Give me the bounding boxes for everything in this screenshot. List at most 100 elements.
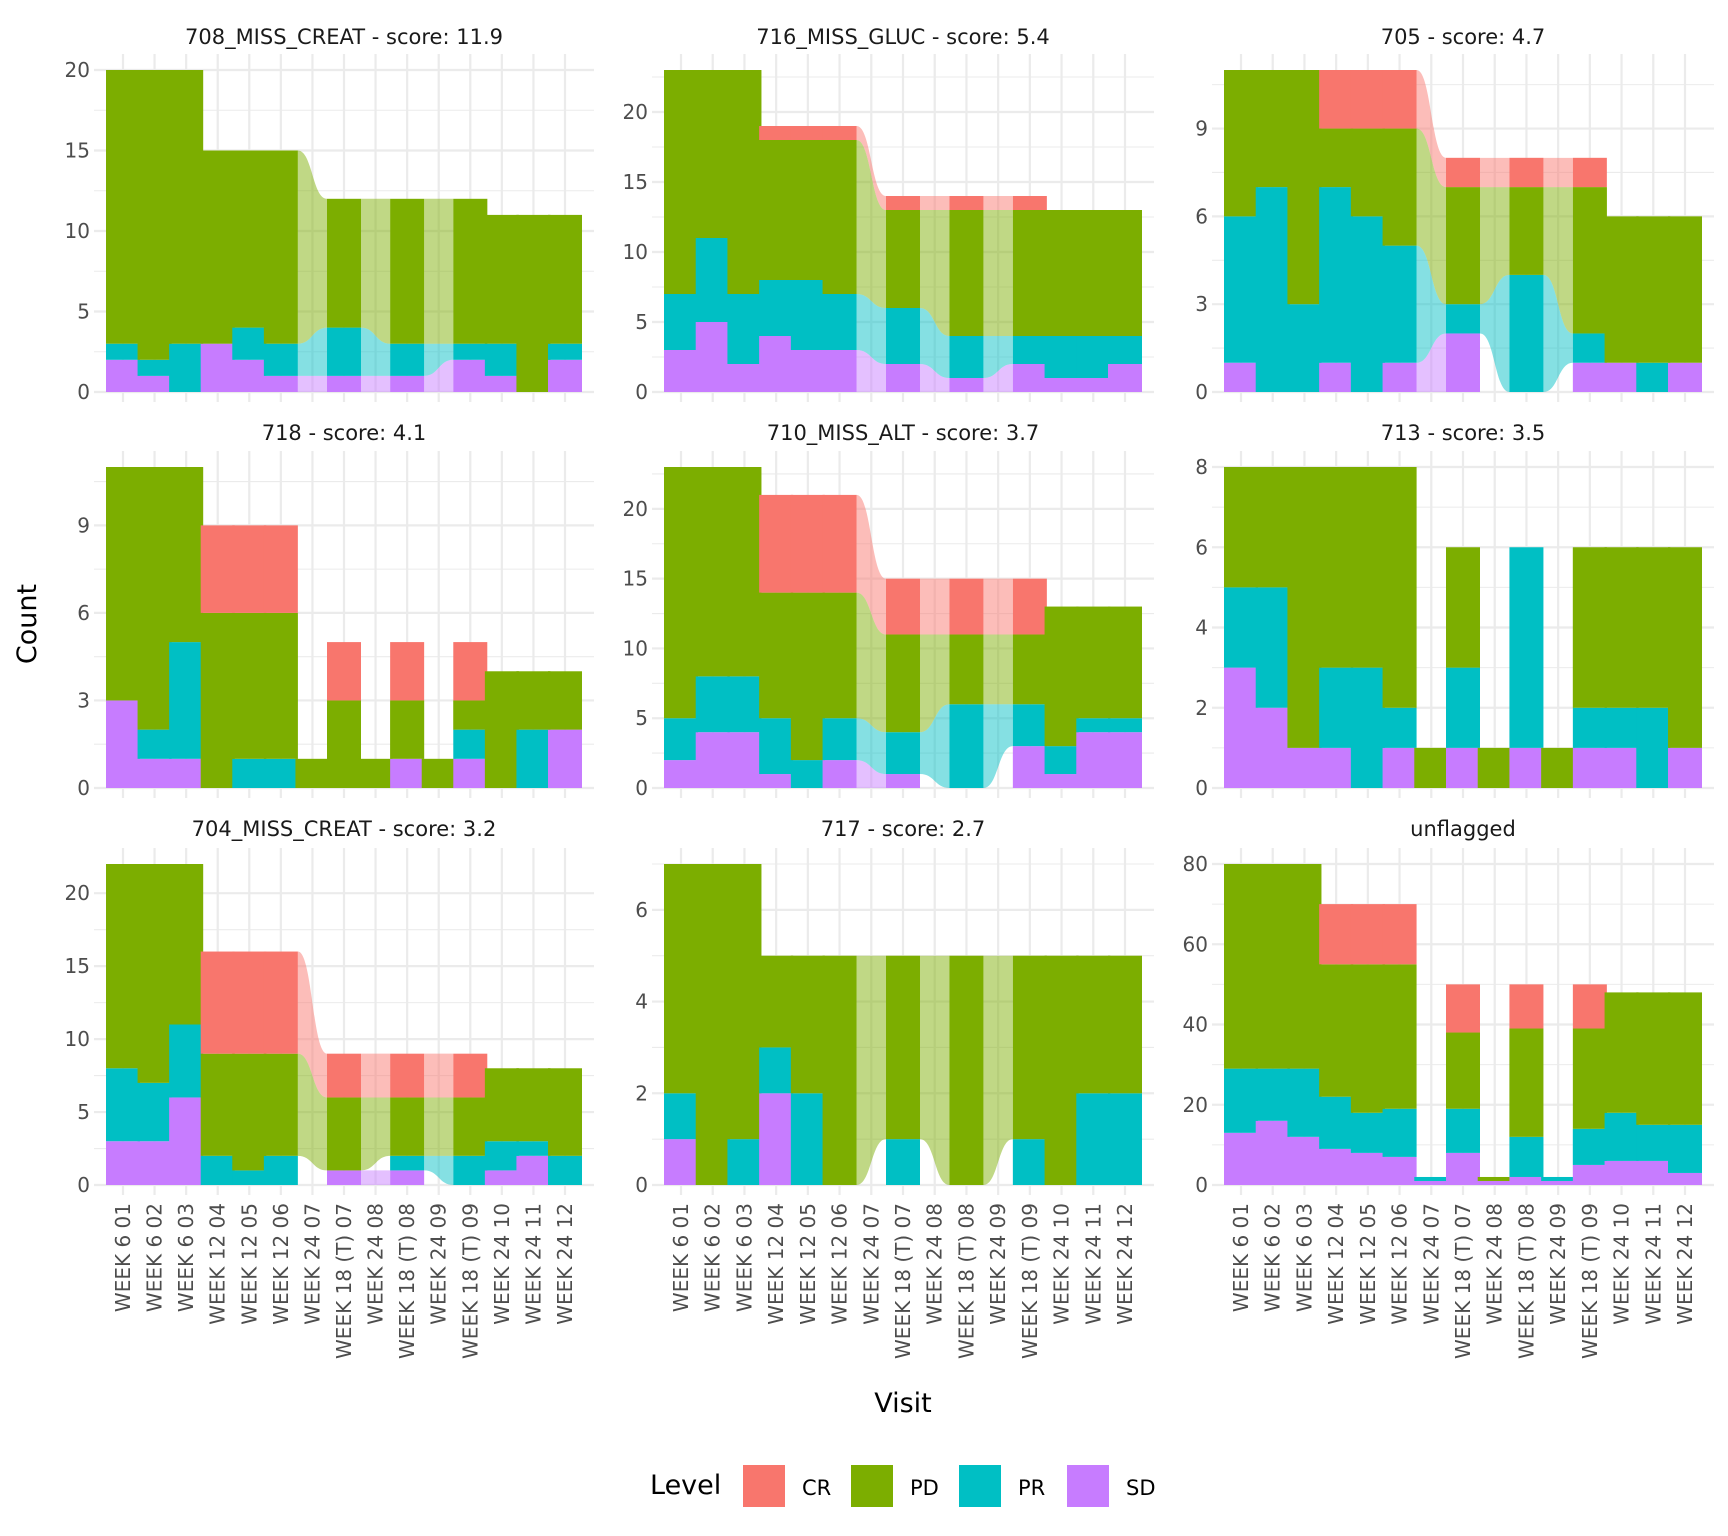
bar-segment-sd bbox=[1319, 362, 1354, 392]
bar-segment-pd bbox=[200, 150, 235, 344]
bar-segment-pd bbox=[1350, 964, 1385, 1113]
y-tick-label: 0 bbox=[635, 1173, 648, 1197]
bar-segment-pd bbox=[1446, 1032, 1480, 1109]
flow-cr bbox=[1416, 70, 1446, 188]
bar-segment-pr bbox=[516, 1141, 551, 1156]
bar-segment-pd bbox=[664, 864, 698, 1094]
y-tick-label: 2 bbox=[635, 1081, 648, 1105]
bar-segment-sd bbox=[759, 336, 794, 392]
flow-sd bbox=[1416, 333, 1446, 392]
bar-segment-sd bbox=[1446, 1152, 1480, 1185]
legend-label: CR bbox=[802, 1476, 831, 1500]
bar-segment-pd bbox=[727, 864, 762, 1140]
bar-segment-pd bbox=[1572, 187, 1607, 334]
bar-segment-pr bbox=[390, 1155, 425, 1171]
bar-segment-pr bbox=[759, 280, 794, 336]
legend-key bbox=[743, 1465, 785, 1507]
flow-pd bbox=[920, 634, 950, 733]
x-tick-label: WEEK 12 05 bbox=[796, 1203, 820, 1325]
bar-segment-sd bbox=[790, 350, 825, 392]
y-tick-label: 3 bbox=[77, 688, 90, 712]
flow-cr bbox=[983, 578, 1013, 635]
x-tick-label: WEEK 24 08 bbox=[364, 1203, 388, 1325]
bar-segment-sd bbox=[664, 760, 698, 788]
bar-segment-sd bbox=[1382, 1156, 1417, 1185]
x-tick-label: WEEK 24 12 bbox=[1673, 1203, 1697, 1325]
flow-pd bbox=[424, 1097, 454, 1156]
bar-segment-pd bbox=[327, 198, 361, 328]
bar-segment-pr bbox=[1446, 667, 1480, 748]
bar-segment-sd bbox=[695, 732, 730, 788]
x-tick-label: WEEK 18 (T) 08 bbox=[395, 1203, 419, 1359]
bar-segment-pd bbox=[232, 1053, 267, 1171]
bar-segment-cr bbox=[1012, 578, 1047, 635]
x-tick-label: WEEK 12 06 bbox=[828, 1203, 852, 1325]
bar-segment-pr bbox=[1636, 362, 1671, 392]
bar-segment-cr bbox=[1319, 904, 1354, 965]
bar-segment-pr bbox=[1224, 587, 1258, 668]
bar-segment-pr bbox=[548, 1155, 582, 1185]
bar-segment-pd bbox=[1636, 216, 1671, 363]
x-tick-label: WEEK 6 02 bbox=[701, 1203, 725, 1312]
bar-segment-sd bbox=[664, 1139, 698, 1185]
flow-pd bbox=[856, 955, 886, 1185]
bar-segment-pr bbox=[516, 729, 551, 788]
flow-pd bbox=[983, 210, 1013, 336]
bar-segment-cr bbox=[1446, 984, 1480, 1033]
flow-pd bbox=[361, 198, 391, 344]
flow-pd bbox=[297, 150, 327, 344]
bar-segment-pr bbox=[1572, 707, 1607, 748]
flow-pd bbox=[983, 955, 1013, 1185]
bar-segment-sd bbox=[169, 1097, 204, 1185]
bar-segment-pr bbox=[232, 1170, 267, 1185]
bar-segment-pd bbox=[822, 140, 857, 294]
y-tick-label: 10 bbox=[65, 1027, 90, 1051]
x-tick-label: WEEK 12 04 bbox=[1324, 1203, 1348, 1325]
bar-segment-pd bbox=[949, 955, 984, 1185]
bar-segment-pr bbox=[1350, 1112, 1385, 1153]
bar-segment-sd bbox=[1012, 746, 1047, 788]
bar-segment-sd bbox=[1012, 364, 1047, 392]
bar-segment-pr bbox=[1319, 1096, 1354, 1149]
bar-segment-pd bbox=[1044, 210, 1079, 336]
bar-segment-pr bbox=[1319, 187, 1354, 363]
bar-segment-sd bbox=[1541, 1180, 1576, 1185]
flow-pd bbox=[920, 210, 950, 336]
y-tick-label: 20 bbox=[623, 100, 648, 124]
y-tick-label: 9 bbox=[77, 513, 90, 537]
bar-segment-sd bbox=[1477, 1180, 1512, 1185]
bar-segment-pr bbox=[169, 343, 204, 392]
bar-segment-pr bbox=[949, 336, 984, 378]
strata bbox=[1224, 864, 1702, 1185]
bar-segment-sd bbox=[516, 1155, 551, 1185]
y-tick-label: 5 bbox=[635, 706, 648, 730]
bar-segment-pd bbox=[484, 671, 519, 788]
bar-segment-cr bbox=[759, 126, 794, 140]
bar-segment-sd bbox=[1446, 333, 1480, 392]
bar-segment-sd bbox=[106, 359, 140, 392]
panel-title: 705 - score: 4.7 bbox=[1381, 25, 1546, 49]
bar-segment-cr bbox=[263, 525, 298, 613]
x-tick-label: WEEK 6 03 bbox=[1292, 1203, 1316, 1312]
bar-segment-pr bbox=[1076, 336, 1111, 378]
y-tick-label: 15 bbox=[65, 139, 90, 163]
bar-segment-pd bbox=[137, 467, 172, 730]
bar-segment-pd bbox=[1287, 70, 1322, 305]
panel-title: 718 - score: 4.1 bbox=[262, 421, 427, 445]
flow-pr bbox=[1543, 274, 1573, 392]
bar-segment-cr bbox=[453, 1053, 488, 1098]
x-tick-label: WEEK 18 (T) 07 bbox=[891, 1203, 915, 1359]
flow-sd bbox=[920, 364, 950, 392]
bar-segment-pd bbox=[1350, 467, 1385, 668]
bar-segment-pr bbox=[695, 238, 730, 322]
bar-segment-pr bbox=[822, 718, 857, 761]
strata bbox=[664, 864, 1142, 1185]
bar-segment-pd bbox=[263, 612, 298, 759]
bar-segment-pr bbox=[327, 327, 361, 376]
bar-segment-pd bbox=[232, 612, 267, 759]
legend-label: SD bbox=[1126, 1476, 1156, 1500]
x-tick-label: WEEK 6 01 bbox=[669, 1203, 693, 1312]
panel-title: 716_MISS_GLUC - score: 5.4 bbox=[756, 25, 1050, 50]
bar-segment-pd bbox=[1636, 547, 1671, 708]
bar-segment-pr bbox=[1572, 1128, 1607, 1165]
